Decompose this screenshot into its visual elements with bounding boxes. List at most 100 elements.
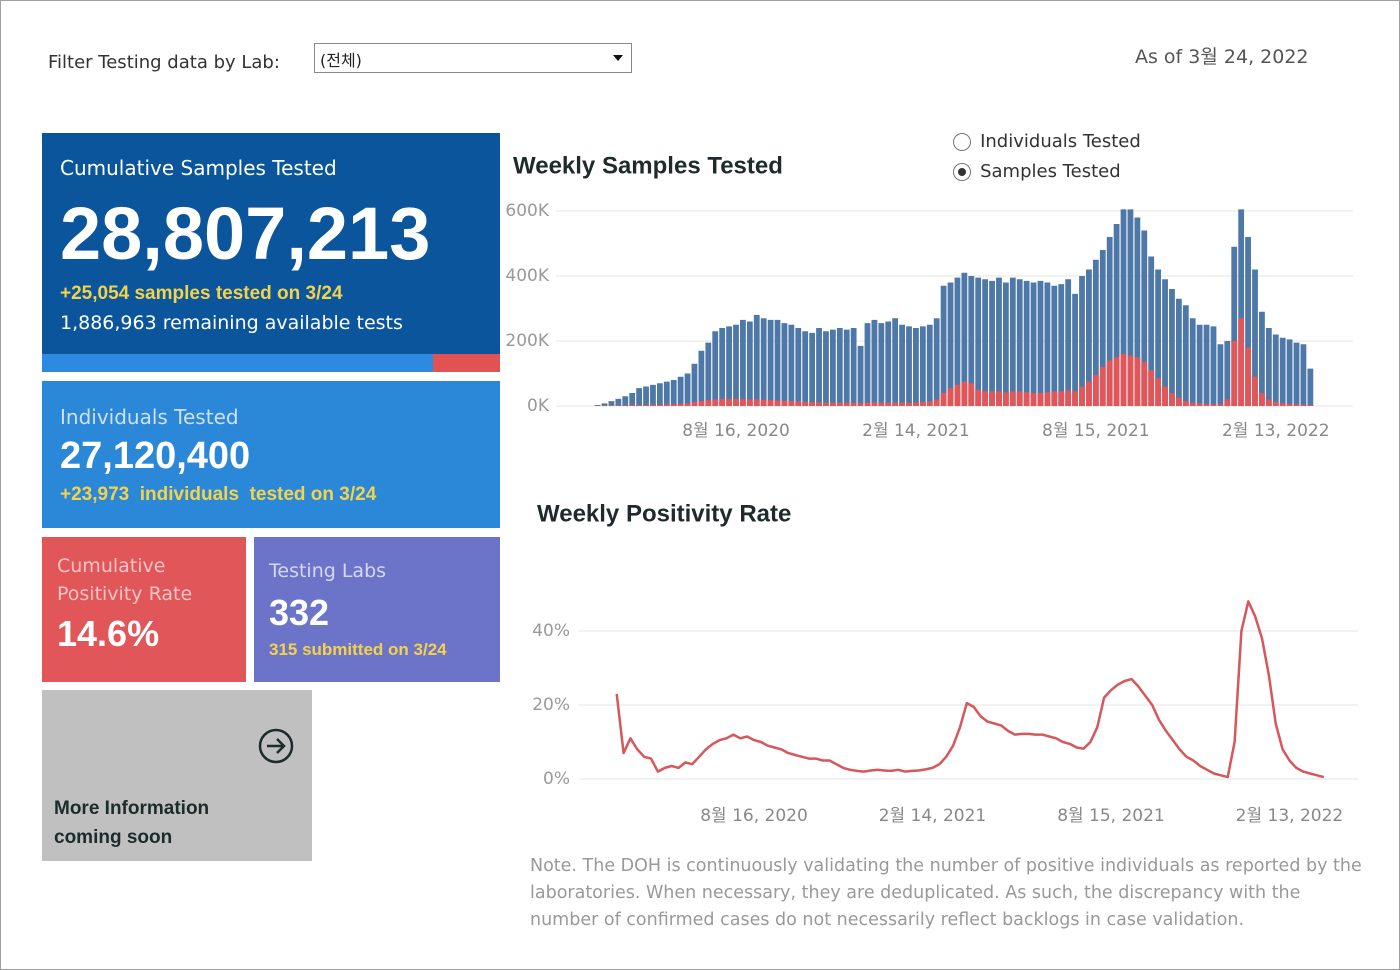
bar [1238,318,1245,406]
bar [608,405,615,406]
y-tick-label: 40% [532,621,570,641]
bar [705,400,712,406]
radio-label: Samples Tested [980,161,1121,182]
bar [1086,381,1092,406]
tile-change: 315 submitted on 3/24 [269,640,447,659]
bar [871,402,878,406]
x-tick-label: 8월 16, 2020 [682,421,790,441]
bar [1051,391,1058,406]
bar [919,326,926,406]
positivity-tile: Cumulative Positivity Rate 14.6% [42,537,246,682]
tile-change: +25,054 samples tested on 3/24 [60,283,343,304]
bar [1113,357,1120,406]
bar [975,389,982,406]
bar [1224,341,1231,406]
bar [698,401,705,406]
radio-individuals[interactable]: Individuals Tested [953,131,1141,152]
bar [677,376,684,406]
tile-title: Testing Labs [269,560,387,582]
bar [1044,282,1051,406]
bar [1259,311,1265,406]
samples-tile: Cumulative Samples Tested 28,807,213 +25… [42,133,500,354]
y-tick-label: 0% [543,769,570,789]
bar [1065,390,1072,406]
x-tick-label: 2월 14, 2021 [879,806,987,826]
arrow-icon[interactable] [258,728,294,764]
lab-dropdown[interactable]: (전체) [314,43,632,73]
bar [705,342,712,406]
radio-samples[interactable]: Samples Tested [953,161,1121,182]
bar [1307,405,1314,406]
labs-tile: Testing Labs 332 315 submitted on 3/24 [254,537,500,682]
bar [1293,404,1300,406]
bar [1175,397,1182,406]
bar [608,401,615,406]
bar [1058,391,1065,406]
progress-remaining [433,354,500,372]
bar [712,399,719,406]
bar [823,402,829,406]
bar [1072,293,1078,406]
bar [1231,341,1238,406]
bar [1245,237,1251,406]
tile-title: Cumulative Samples Tested [60,156,337,180]
bar [1259,393,1265,406]
bar [899,324,905,406]
dropdown-arrow [613,55,623,61]
bar [913,328,919,406]
bar [663,404,670,406]
bar [781,323,788,406]
bar [968,276,975,406]
bar [961,272,968,406]
y-tick-label: 200K [505,331,549,351]
radio-button[interactable] [953,132,971,151]
bar [1051,285,1058,406]
bar [892,402,899,406]
bar [643,386,649,406]
bar [1175,298,1182,406]
individuals-tile: Individuals Tested 27,120,400 +23,973 in… [42,381,500,528]
bar [836,402,843,406]
bar [746,399,753,406]
bar [1286,339,1293,406]
more-info-tile: More Information coming soon [42,690,312,861]
bar [1148,370,1155,406]
bar [1092,375,1099,406]
bar [1182,401,1189,406]
bar [843,402,850,406]
radio-button[interactable] [953,162,971,181]
bar [940,393,947,406]
bar [656,404,663,406]
bar [753,399,760,406]
bar [740,399,746,406]
bar [1182,305,1189,406]
note: Note. The DOH is continuously validating… [530,856,1362,930]
bar [816,402,822,406]
bar [622,405,629,406]
bar [850,402,857,406]
bar [1286,404,1293,406]
bar [788,324,795,406]
bar [698,350,705,406]
bar [829,402,836,406]
bar [829,329,836,406]
bar [1030,282,1037,406]
bar [802,402,809,406]
tile-value: 332 [269,592,330,633]
bar [1217,404,1224,406]
bar [1196,324,1203,406]
bar [656,383,663,406]
bar [670,404,677,406]
bar [650,384,656,406]
bar [1252,269,1258,406]
bar [1134,217,1141,406]
bar [629,393,636,406]
tile-value: 27,120,400 [60,435,251,477]
bar [1148,256,1155,406]
bar [1079,276,1085,406]
more-info-text: More Information coming soon [54,798,210,848]
bar [933,318,940,406]
as-of-date: As of 3월 24, 2022 [1135,46,1309,68]
bar [1210,326,1217,406]
